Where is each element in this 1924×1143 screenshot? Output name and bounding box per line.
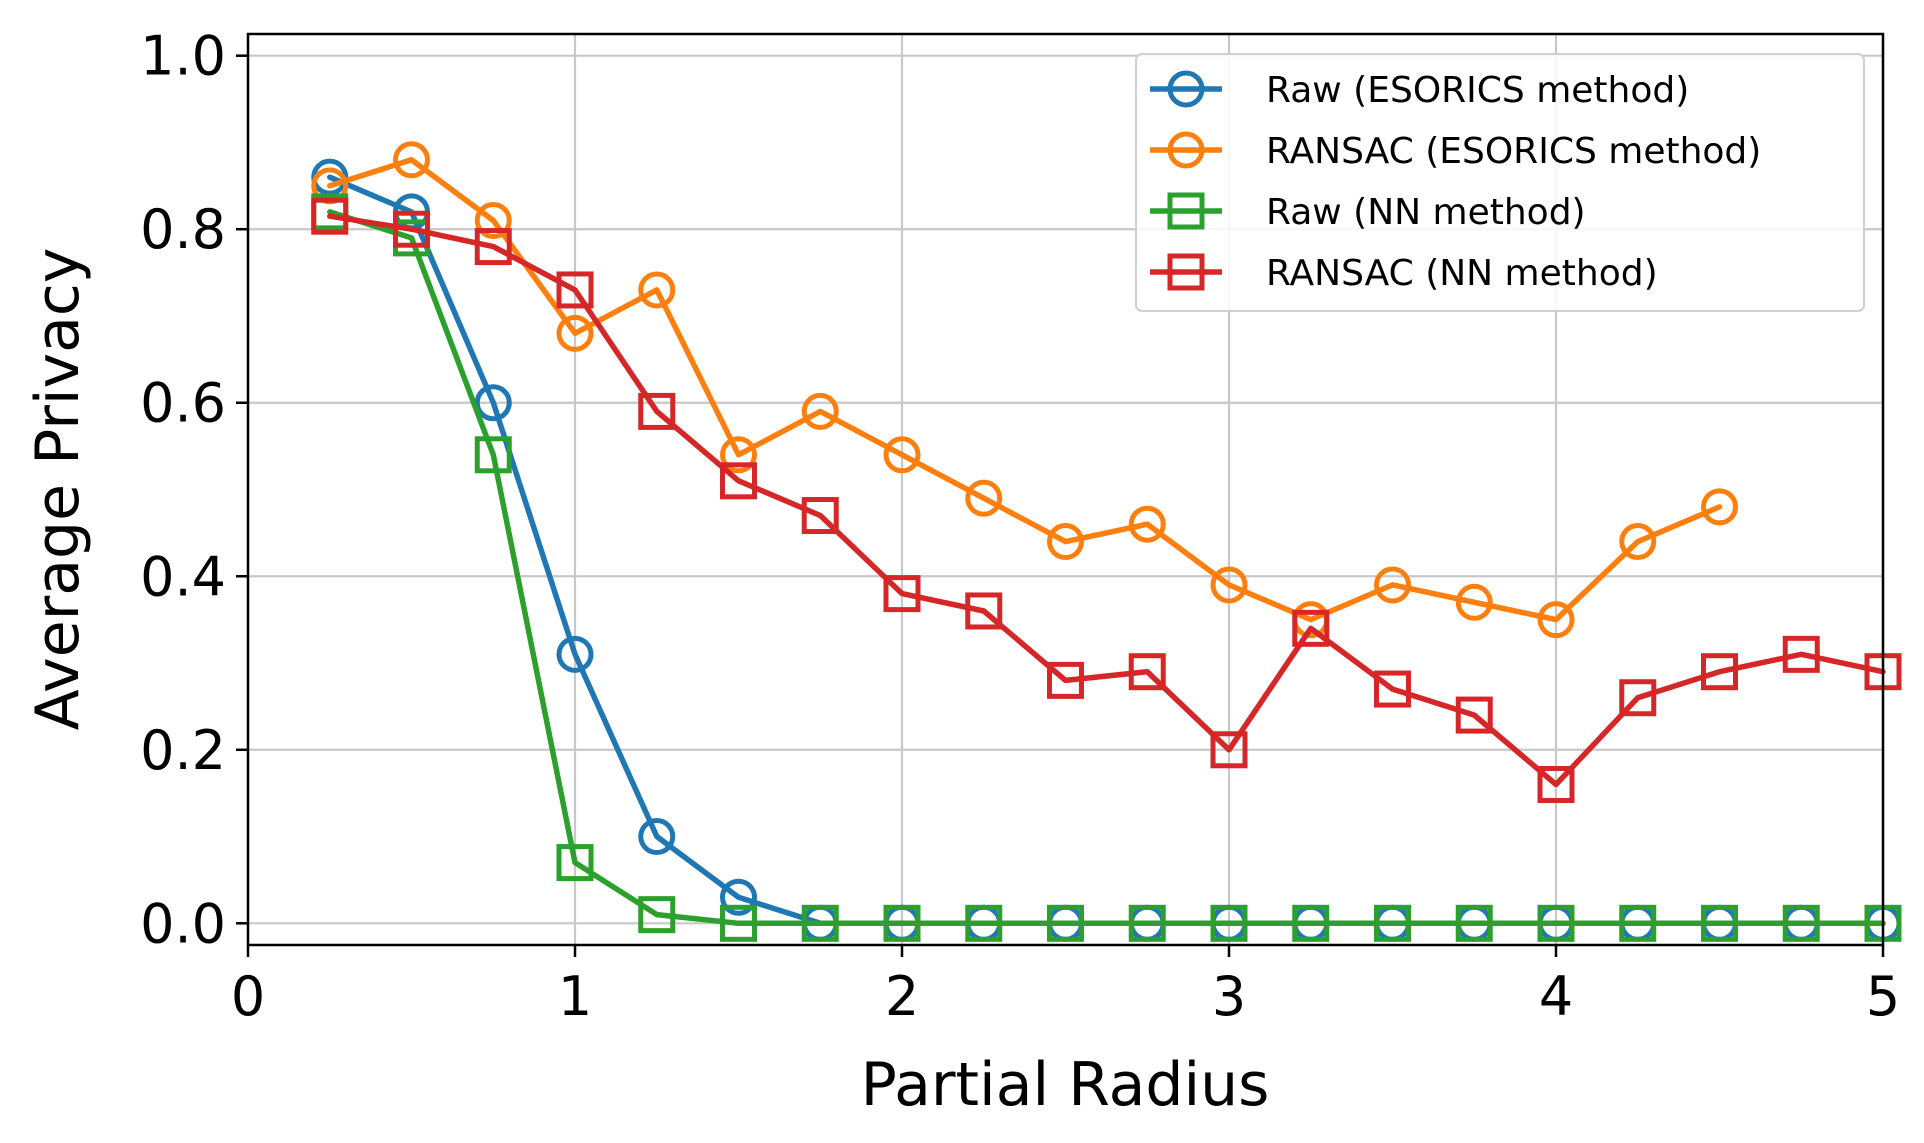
data-point xyxy=(474,202,512,240)
data-point xyxy=(801,904,839,942)
y-tick-label: 0.4 xyxy=(140,545,226,608)
x-tick-label: 4 xyxy=(1539,965,1573,1028)
x-tick-label: 5 xyxy=(1866,965,1900,1028)
legend-item: Raw (NN method) xyxy=(1150,192,1586,233)
legend-label: Raw (ESORICS method) xyxy=(1266,70,1689,111)
data-point xyxy=(1374,670,1411,708)
legend-item: RANSAC (NN method) xyxy=(1150,253,1658,294)
data-point xyxy=(1047,661,1084,699)
series-4 xyxy=(311,197,1902,803)
series-2 xyxy=(311,141,1738,639)
data-point xyxy=(1128,505,1166,543)
series-lines xyxy=(311,141,1902,942)
data-point xyxy=(1210,731,1248,769)
data-point xyxy=(801,497,839,535)
data-point xyxy=(1537,904,1575,942)
y-tick-label: 0.6 xyxy=(140,372,226,435)
data-point xyxy=(1782,635,1820,673)
legend-swatch-marker xyxy=(1167,192,1205,230)
data-point xyxy=(1701,904,1738,942)
data-point xyxy=(883,436,921,474)
data-point xyxy=(556,635,594,673)
data-point xyxy=(638,392,676,430)
data-point xyxy=(474,384,512,422)
data-point xyxy=(883,904,921,942)
data-point xyxy=(556,314,594,352)
data-point xyxy=(720,904,757,942)
y-axis-label: Average Privacy xyxy=(23,248,93,731)
data-point xyxy=(720,436,757,474)
data-point xyxy=(1537,765,1575,803)
legend-label: RANSAC (ESORICS method) xyxy=(1266,131,1761,172)
data-point xyxy=(474,436,512,474)
data-point xyxy=(393,141,430,179)
x-tick-label: 1 xyxy=(558,965,592,1028)
data-point xyxy=(1210,566,1248,604)
legend-item: RANSAC (ESORICS method) xyxy=(1150,131,1761,172)
data-point xyxy=(1292,904,1330,942)
x-axis-label: Partial Radius xyxy=(861,1050,1270,1120)
data-point xyxy=(1619,904,1657,942)
legend-swatch-marker xyxy=(1167,253,1205,291)
data-point xyxy=(1292,609,1330,647)
data-point xyxy=(311,197,349,235)
data-point xyxy=(965,479,1003,517)
data-point xyxy=(1619,679,1657,717)
data-point xyxy=(1701,653,1738,691)
plot-area-frame xyxy=(246,32,1885,947)
legend-label: Raw (NN method) xyxy=(1266,192,1586,233)
data-point xyxy=(1701,488,1738,526)
data-point xyxy=(393,210,430,248)
data-point xyxy=(801,392,839,430)
legend-box xyxy=(1135,53,1865,312)
y-tick-label: 0.0 xyxy=(140,892,226,955)
data-point xyxy=(638,271,676,309)
data-point xyxy=(556,271,594,309)
x-tick-label: 3 xyxy=(1212,965,1246,1028)
data-point xyxy=(1047,523,1084,561)
legend-swatch-marker xyxy=(1167,70,1205,108)
legend: Raw (ESORICS method) RANSAC (ESORICS meth… xyxy=(1135,53,1865,312)
legend-label: RANSAC (NN method) xyxy=(1266,253,1658,294)
legend-swatch-marker xyxy=(1167,131,1205,169)
axis-ticks: 0 1 2 3 4 5 0.0 0.2 0.4 0.6 0.8 1.0 xyxy=(140,25,1900,1028)
data-point xyxy=(1210,904,1248,942)
data-point xyxy=(965,904,1003,942)
data-point xyxy=(720,878,757,916)
series-3 xyxy=(311,193,1902,942)
data-point xyxy=(1374,566,1411,604)
legend-item: Raw (ESORICS method) xyxy=(1150,70,1689,111)
data-point xyxy=(1128,904,1166,942)
data-point xyxy=(883,575,921,613)
data-point xyxy=(720,462,757,500)
data-point xyxy=(474,228,512,266)
data-point xyxy=(1782,904,1820,942)
data-point xyxy=(1128,653,1166,691)
data-point xyxy=(1455,583,1493,621)
data-point xyxy=(638,896,676,934)
y-tick-label: 1.0 xyxy=(140,25,226,88)
data-point xyxy=(1455,904,1493,942)
data-point xyxy=(638,818,676,856)
data-point xyxy=(1537,601,1575,639)
y-tick-label: 0.2 xyxy=(140,719,226,782)
data-point xyxy=(1047,904,1084,942)
data-point xyxy=(1374,904,1411,942)
data-point xyxy=(556,844,594,882)
y-tick-label: 0.8 xyxy=(140,198,226,261)
data-point xyxy=(1455,696,1493,734)
data-point xyxy=(965,592,1003,630)
data-point xyxy=(1619,523,1657,561)
x-tick-label: 0 xyxy=(231,965,265,1028)
x-tick-label: 2 xyxy=(885,965,919,1028)
